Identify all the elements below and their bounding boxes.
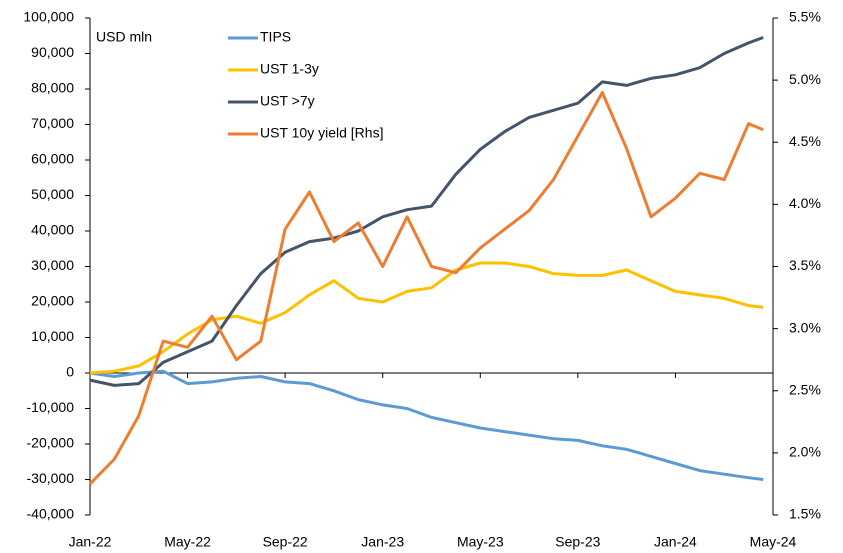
legend-label: UST >7y: [260, 93, 315, 109]
series-line: [89, 261, 764, 375]
y2-tick-label: 3.5%: [789, 257, 821, 273]
y-tick-label: 60,000: [31, 151, 74, 167]
y2-tick-label: 2.5%: [789, 381, 821, 397]
y2-tick-label: 2.0%: [789, 444, 821, 460]
y2-tick-label: 4.0%: [789, 195, 821, 211]
x-tick-label: Sep-23: [555, 534, 600, 550]
series-line: [88, 91, 764, 485]
y-tick-label: 20,000: [31, 293, 74, 309]
y-tick-label: -10,000: [27, 399, 75, 415]
y-tick-label: 50,000: [31, 186, 74, 202]
x-tick-label: May-22: [164, 534, 211, 550]
y-tick-label: -30,000: [27, 470, 75, 486]
legend-label: UST 1-3y: [260, 61, 319, 77]
x-tick-label: Sep-22: [263, 534, 308, 550]
y-tick-label: 10,000: [31, 328, 74, 344]
y-tick-label: 30,000: [31, 257, 74, 273]
x-tick-label: May-23: [457, 534, 504, 550]
y2-tick-label: 3.0%: [789, 319, 821, 335]
x-tick-label: Jan-22: [69, 534, 112, 550]
unit-annotation: USD mln: [96, 29, 152, 45]
legend-label: UST 10y yield [Rhs]: [260, 125, 383, 141]
y-tick-label: 40,000: [31, 222, 74, 238]
y-tick-label: -20,000: [27, 435, 75, 451]
y2-tick-label: 5.5%: [789, 9, 821, 25]
y-tick-label: 0: [66, 364, 74, 380]
y2-tick-label: 4.5%: [789, 133, 821, 149]
y-tick-label: 80,000: [31, 80, 74, 96]
y-tick-label: 100,000: [23, 9, 74, 25]
y-tick-label: 70,000: [31, 115, 74, 131]
y-tick-label: -40,000: [27, 506, 75, 522]
legend-label: TIPS: [260, 29, 291, 45]
y-tick-label: 90,000: [31, 44, 74, 60]
y2-tick-label: 1.5%: [789, 506, 821, 522]
x-tick-label: May-24: [750, 534, 797, 550]
x-tick-label: Jan-24: [654, 534, 697, 550]
y2-tick-label: 5.0%: [789, 71, 821, 87]
x-tick-label: Jan-23: [361, 534, 404, 550]
series-line: [89, 36, 764, 387]
series-line: [89, 369, 764, 481]
